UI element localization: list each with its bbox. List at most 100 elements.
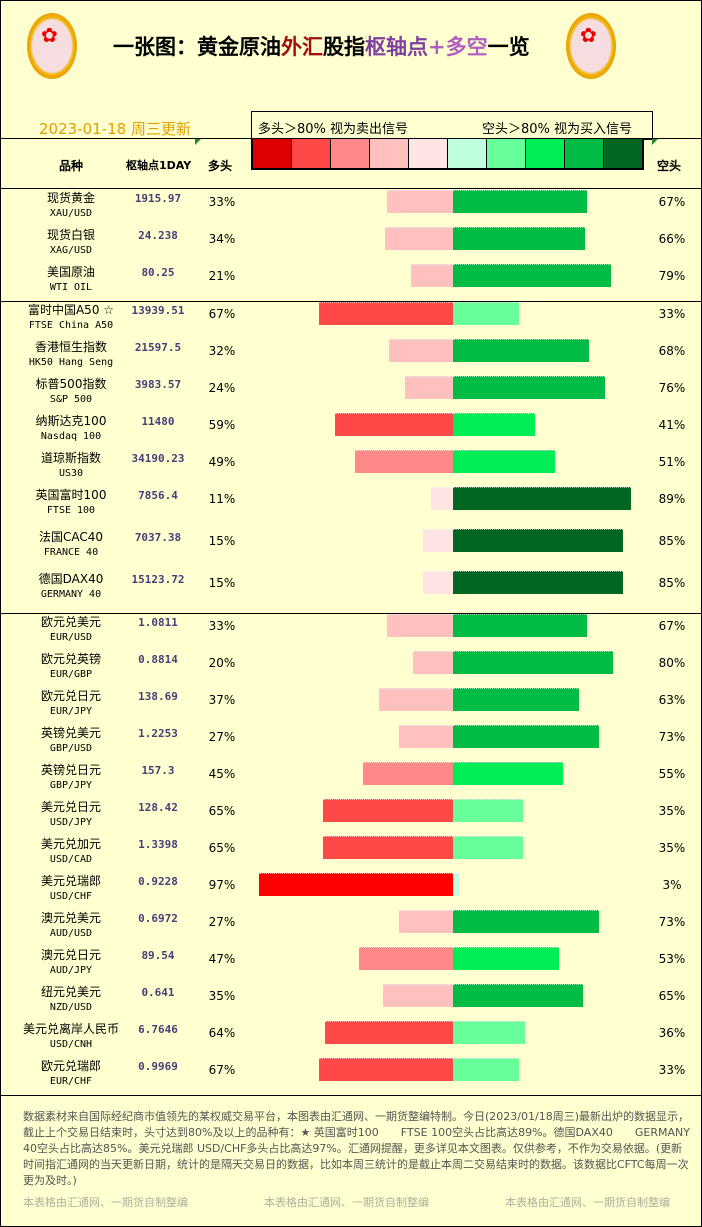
long-bar	[387, 614, 453, 637]
instrument-cn: 现货黄金	[46, 191, 95, 205]
long-percent: 20%	[208, 656, 236, 670]
legend-swatch	[526, 139, 565, 168]
short-percent: 35%	[658, 841, 686, 855]
instrument-en: USD/CNH	[49, 1039, 93, 1050]
pivot-value: 138.69	[138, 690, 178, 703]
short-percent: 73%	[658, 730, 686, 744]
short-percent: 89%	[658, 492, 686, 506]
col-header-name: 品种	[59, 159, 84, 173]
instrument-en: XAU/USD	[49, 208, 93, 219]
table-row: 美元兑日元 USD/JPY 128.42 65% 35%	[1, 799, 701, 836]
long-percent: 35%	[208, 989, 236, 1003]
legend-swatch	[331, 139, 370, 168]
long-bar	[323, 836, 453, 859]
legend-swatch	[409, 139, 448, 168]
long-percent: 24%	[208, 381, 236, 395]
long-percent: 33%	[208, 619, 236, 633]
table-row: 纽元兑美元 NZD/USD 0.641 35% 65%	[1, 984, 701, 1021]
long-percent: 67%	[208, 1063, 236, 1077]
instrument-en: GBP/JPY	[49, 780, 93, 791]
short-bar	[453, 264, 611, 287]
long-percent: 65%	[208, 841, 236, 855]
pivot-value: 0.8814	[138, 653, 178, 666]
long-percent: 27%	[208, 730, 236, 744]
short-percent: 65%	[658, 989, 686, 1003]
long-percent: 67%	[208, 307, 236, 321]
short-bar	[453, 450, 555, 473]
long-bar	[387, 190, 453, 213]
table-row: 欧元兑日元 EUR/JPY 138.69 37% 63%	[1, 688, 701, 725]
col-header-pivot: 枢轴点1DAY	[126, 159, 192, 172]
instrument-en: USD/CHF	[49, 891, 93, 902]
short-bar	[453, 836, 523, 859]
instrument-name: 欧元兑日元 EUR/JPY	[9, 689, 133, 719]
long-percent: 37%	[208, 693, 236, 707]
update-date: 2023-01-18 周三更新	[39, 120, 191, 138]
short-bar	[453, 799, 523, 822]
short-bar	[453, 873, 459, 896]
instrument-name: 法国CAC40 FRANCE 40	[9, 530, 133, 560]
page-title: 一张图：黄金原油外汇股指枢轴点+多空一览	[113, 31, 530, 61]
title-part: 一张图：黄金原油	[113, 34, 281, 59]
table-row: 美元兑离岸人民币 USD/CNH 6.7646 64% 36%	[1, 1021, 701, 1058]
short-bar	[453, 725, 599, 748]
comment-marker-icon	[652, 139, 658, 145]
instrument-en: EUR/CHF	[49, 1076, 93, 1087]
instrument-cn: 欧元兑美元	[40, 615, 101, 629]
long-percent: 97%	[208, 878, 236, 892]
pivot-value: 7856.4	[138, 489, 178, 502]
short-bar	[453, 688, 579, 711]
legend-swatch	[604, 139, 642, 168]
short-bar	[453, 190, 587, 213]
long-bar	[335, 413, 453, 436]
pivot-value: 11480	[141, 415, 175, 428]
short-percent: 68%	[658, 344, 686, 358]
legend-swatch	[253, 139, 292, 168]
legend-swatch	[370, 139, 409, 168]
flower-icon: ✿	[41, 23, 58, 47]
pivot-value: 1.0811	[138, 616, 178, 629]
short-percent: 76%	[658, 381, 686, 395]
short-bar	[453, 1021, 525, 1044]
instrument-name: 欧元兑美元 EUR/USD	[9, 615, 133, 645]
long-percent: 27%	[208, 915, 236, 929]
instrument-name: 澳元兑日元 AUD/JPY	[9, 948, 133, 978]
instrument-cn: 欧元兑英镑	[40, 652, 101, 666]
long-bar	[413, 651, 453, 674]
instrument-en: Nasdaq 100	[40, 431, 102, 442]
long-bar	[423, 571, 453, 594]
title-part: 枢轴点	[365, 34, 428, 59]
instrument-en: GBP/USD	[49, 743, 93, 754]
instrument-cn: 英国富时100	[35, 488, 107, 502]
long-percent: 21%	[208, 269, 236, 283]
divider	[1, 1095, 701, 1096]
pivot-value: 34190.23	[131, 452, 185, 465]
instrument-en: NZD/USD	[49, 1002, 93, 1013]
title-part: 一览	[487, 34, 530, 59]
short-bar	[453, 651, 613, 674]
table-row: 道琼斯指数 US30 34190.23 49% 51%	[1, 450, 701, 487]
table-row: 美元兑加元 USD/CAD 1.3398 65% 35%	[1, 836, 701, 873]
instrument-name: 现货白银 XAG/USD	[9, 228, 133, 258]
long-bar	[431, 487, 453, 510]
watermark: 本表格由汇通网、一期货自制整编	[505, 1196, 670, 1209]
pivot-value: 13939.51	[131, 304, 185, 317]
instrument-en: FTSE 100	[46, 505, 96, 516]
short-bar	[453, 339, 589, 362]
short-bar	[453, 529, 623, 552]
logo-left: ✿	[27, 13, 77, 79]
long-bar	[423, 529, 453, 552]
long-percent: 64%	[208, 1026, 236, 1040]
long-bar	[399, 725, 453, 748]
table-row: 现货白银 XAG/USD 24.238 34% 66%	[1, 227, 701, 264]
group-divider	[1, 613, 701, 614]
instrument-name: 欧元兑英镑 EUR/GBP	[9, 652, 133, 682]
pivot-value: 1.3398	[138, 838, 178, 851]
table-row: 德国DAX40 GERMANY 40 15123.72 15% 85%	[1, 571, 701, 613]
pivot-value: 80.25	[141, 266, 175, 279]
instrument-name: 美元兑瑞郎 USD/CHF	[9, 874, 133, 904]
instrument-cn: 纽元兑美元	[40, 985, 101, 999]
instrument-en: XAG/USD	[49, 245, 93, 256]
instrument-cn: 美国原油	[46, 265, 95, 279]
